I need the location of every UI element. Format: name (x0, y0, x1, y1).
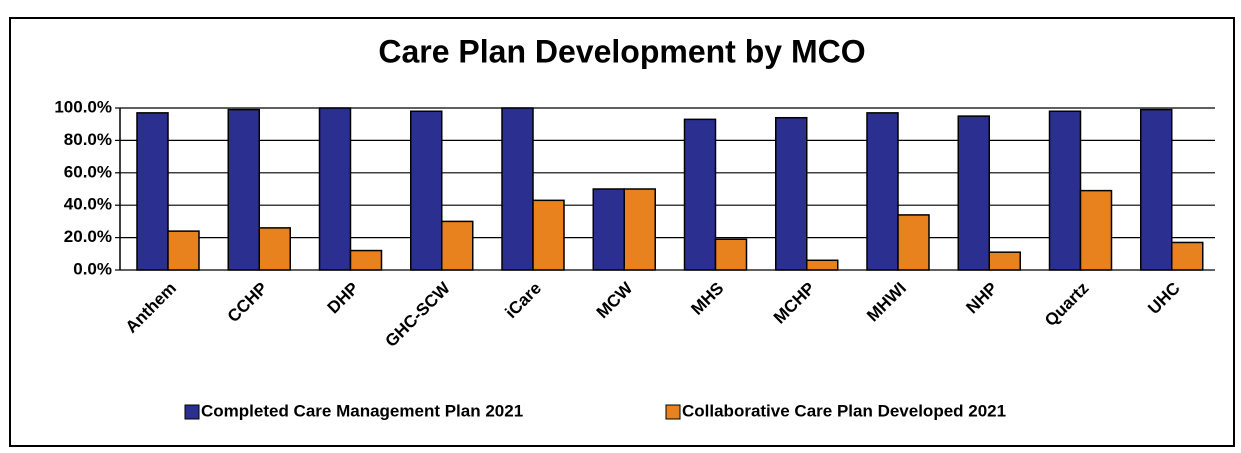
bar (227, 108, 260, 271)
bar (683, 118, 717, 271)
bar (988, 251, 1021, 271)
y-tick-label: 60.0% (64, 162, 112, 181)
legend-swatch (665, 404, 681, 420)
bar (714, 238, 748, 271)
bar (441, 220, 474, 271)
bar (866, 112, 899, 271)
bar (258, 227, 291, 271)
legend-label: Collaborative Care Plan Developed 2021 (682, 401, 1006, 420)
y-tick-label: 40.0% (64, 195, 112, 214)
bar (957, 115, 990, 271)
bar (1140, 108, 1173, 271)
y-tick-label: 100.0% (54, 97, 112, 116)
bar (623, 188, 656, 271)
bar (349, 249, 383, 271)
bar (318, 107, 352, 271)
bar (1079, 189, 1113, 271)
legend-swatch (184, 404, 200, 420)
bar (501, 107, 534, 271)
bar (897, 214, 930, 271)
y-tick-label: 20.0% (64, 227, 112, 246)
bar (775, 116, 808, 271)
bar (410, 110, 443, 271)
chart-title: Care Plan Development by MCO (378, 33, 865, 69)
bar (167, 230, 200, 271)
legend-label: Completed Care Management Plan 2021 (201, 401, 523, 420)
bar (1048, 110, 1082, 271)
bar (592, 188, 625, 271)
bar (532, 199, 565, 271)
y-tick-label: 0.0% (73, 259, 112, 278)
bar (1171, 241, 1204, 271)
bar (136, 112, 169, 271)
bar (806, 259, 839, 271)
y-tick-label: 80.0% (64, 130, 112, 149)
